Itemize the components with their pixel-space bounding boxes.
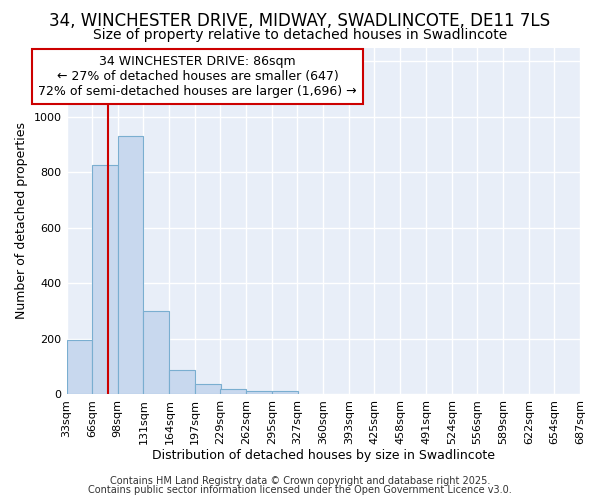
Bar bbox=[220, 389, 246, 394]
Y-axis label: Number of detached properties: Number of detached properties bbox=[15, 122, 28, 319]
Bar bbox=[272, 391, 298, 394]
Text: 34, WINCHESTER DRIVE, MIDWAY, SWADLINCOTE, DE11 7LS: 34, WINCHESTER DRIVE, MIDWAY, SWADLINCOT… bbox=[49, 12, 551, 30]
Bar bbox=[169, 370, 195, 394]
Text: Contains HM Land Registry data © Crown copyright and database right 2025.: Contains HM Land Registry data © Crown c… bbox=[110, 476, 490, 486]
Text: 34 WINCHESTER DRIVE: 86sqm
← 27% of detached houses are smaller (647)
72% of sem: 34 WINCHESTER DRIVE: 86sqm ← 27% of deta… bbox=[38, 55, 357, 98]
Bar bbox=[118, 136, 143, 394]
Bar bbox=[143, 311, 169, 394]
Bar bbox=[67, 340, 92, 394]
Bar bbox=[195, 384, 221, 394]
Text: Contains public sector information licensed under the Open Government Licence v3: Contains public sector information licen… bbox=[88, 485, 512, 495]
Bar bbox=[92, 166, 118, 394]
X-axis label: Distribution of detached houses by size in Swadlincote: Distribution of detached houses by size … bbox=[152, 450, 495, 462]
Bar bbox=[247, 391, 272, 394]
Text: Size of property relative to detached houses in Swadlincote: Size of property relative to detached ho… bbox=[93, 28, 507, 42]
